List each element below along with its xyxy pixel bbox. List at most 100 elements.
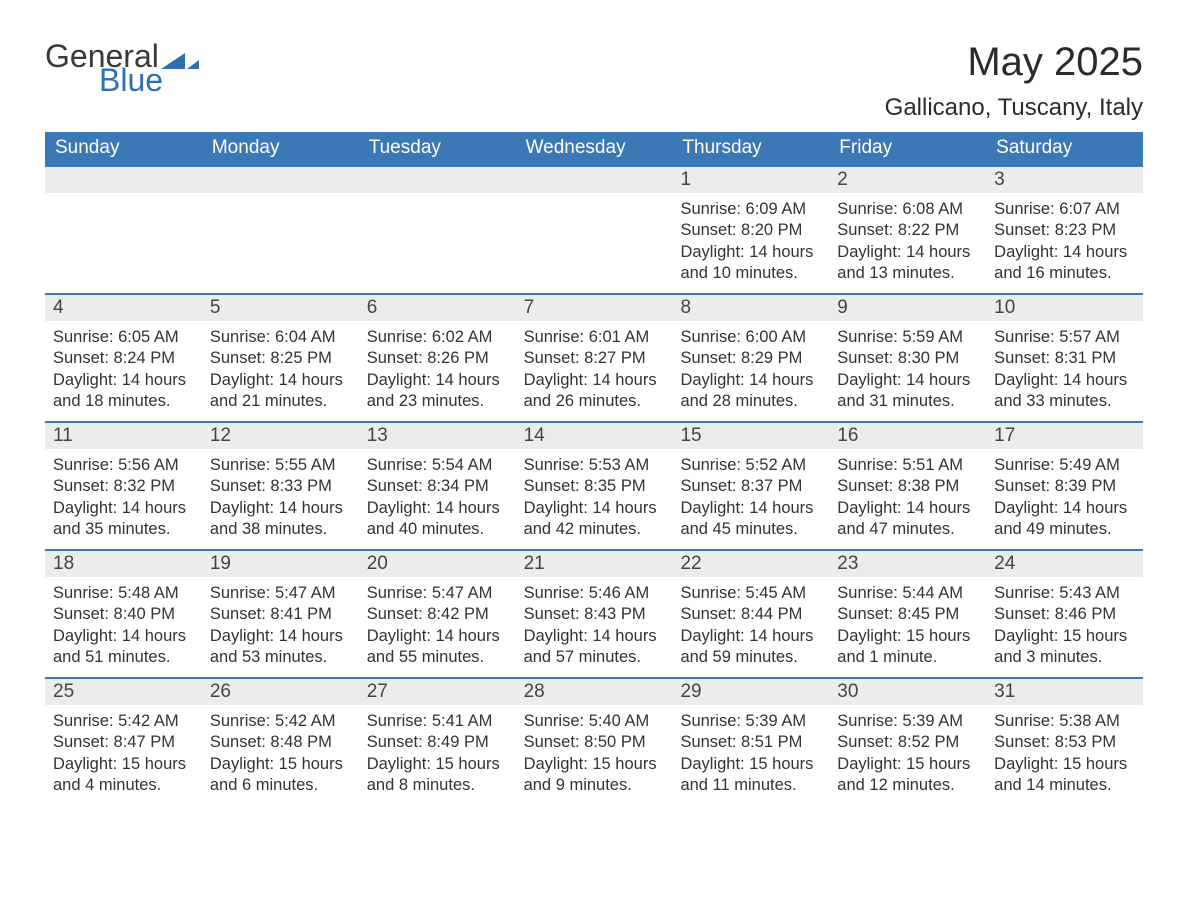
weeks-container: 1Sunrise: 6:09 AMSunset: 8:20 PMDaylight… xyxy=(45,165,1143,805)
month-title: May 2025 xyxy=(885,40,1143,84)
daylight-text: Daylight: 14 hours and 33 minutes. xyxy=(994,370,1135,413)
sunrise-text: Sunrise: 6:04 AM xyxy=(210,327,351,348)
weekday-header-row: SundayMondayTuesdayWednesdayThursdayFrid… xyxy=(45,132,1143,165)
daylight-text: Daylight: 14 hours and 10 minutes. xyxy=(680,242,821,285)
day-cell: 29Sunrise: 5:39 AMSunset: 8:51 PMDayligh… xyxy=(672,679,829,805)
day-cell: 27Sunrise: 5:41 AMSunset: 8:49 PMDayligh… xyxy=(359,679,516,805)
day-number: 7 xyxy=(516,295,673,321)
empty-day-bar xyxy=(202,167,359,193)
day-number: 20 xyxy=(359,551,516,577)
weekday-header: Monday xyxy=(202,132,359,165)
day-body: Sunrise: 5:47 AMSunset: 8:41 PMDaylight:… xyxy=(202,577,359,673)
title-block: May 2025 Gallicano, Tuscany, Italy xyxy=(885,40,1143,122)
day-cell: 5Sunrise: 6:04 AMSunset: 8:25 PMDaylight… xyxy=(202,295,359,421)
brand-logo: General Blue xyxy=(45,40,199,96)
sunset-text: Sunset: 8:33 PM xyxy=(210,476,351,497)
sunrise-text: Sunrise: 5:55 AM xyxy=(210,455,351,476)
day-body: Sunrise: 6:09 AMSunset: 8:20 PMDaylight:… xyxy=(672,193,829,289)
week-row: 11Sunrise: 5:56 AMSunset: 8:32 PMDayligh… xyxy=(45,421,1143,549)
sunrise-text: Sunrise: 6:02 AM xyxy=(367,327,508,348)
sunset-text: Sunset: 8:39 PM xyxy=(994,476,1135,497)
day-body: Sunrise: 5:42 AMSunset: 8:47 PMDaylight:… xyxy=(45,705,202,801)
sunset-text: Sunset: 8:23 PM xyxy=(994,220,1135,241)
week-row: 4Sunrise: 6:05 AMSunset: 8:24 PMDaylight… xyxy=(45,293,1143,421)
day-cell: 16Sunrise: 5:51 AMSunset: 8:38 PMDayligh… xyxy=(829,423,986,549)
sunset-text: Sunset: 8:41 PM xyxy=(210,604,351,625)
day-body: Sunrise: 5:54 AMSunset: 8:34 PMDaylight:… xyxy=(359,449,516,545)
sunrise-text: Sunrise: 5:41 AM xyxy=(367,711,508,732)
day-cell xyxy=(45,167,202,293)
day-body: Sunrise: 5:51 AMSunset: 8:38 PMDaylight:… xyxy=(829,449,986,545)
sunrise-text: Sunrise: 6:05 AM xyxy=(53,327,194,348)
daylight-text: Daylight: 14 hours and 49 minutes. xyxy=(994,498,1135,541)
daylight-text: Daylight: 14 hours and 45 minutes. xyxy=(680,498,821,541)
day-body: Sunrise: 5:59 AMSunset: 8:30 PMDaylight:… xyxy=(829,321,986,417)
daylight-text: Daylight: 15 hours and 4 minutes. xyxy=(53,754,194,797)
sunrise-text: Sunrise: 5:39 AM xyxy=(680,711,821,732)
sunset-text: Sunset: 8:53 PM xyxy=(994,732,1135,753)
sunrise-text: Sunrise: 6:07 AM xyxy=(994,199,1135,220)
location-label: Gallicano, Tuscany, Italy xyxy=(885,94,1143,122)
day-number: 15 xyxy=(672,423,829,449)
day-body: Sunrise: 6:02 AMSunset: 8:26 PMDaylight:… xyxy=(359,321,516,417)
calendar-grid: SundayMondayTuesdayWednesdayThursdayFrid… xyxy=(45,132,1143,805)
day-number: 5 xyxy=(202,295,359,321)
day-body: Sunrise: 5:45 AMSunset: 8:44 PMDaylight:… xyxy=(672,577,829,673)
weekday-header: Saturday xyxy=(986,132,1143,165)
daylight-text: Daylight: 15 hours and 14 minutes. xyxy=(994,754,1135,797)
day-cell: 23Sunrise: 5:44 AMSunset: 8:45 PMDayligh… xyxy=(829,551,986,677)
sunset-text: Sunset: 8:45 PM xyxy=(837,604,978,625)
daylight-text: Daylight: 15 hours and 1 minute. xyxy=(837,626,978,669)
day-number: 24 xyxy=(986,551,1143,577)
day-cell: 6Sunrise: 6:02 AMSunset: 8:26 PMDaylight… xyxy=(359,295,516,421)
day-body: Sunrise: 5:47 AMSunset: 8:42 PMDaylight:… xyxy=(359,577,516,673)
day-number: 28 xyxy=(516,679,673,705)
sunset-text: Sunset: 8:49 PM xyxy=(367,732,508,753)
sunrise-text: Sunrise: 5:46 AM xyxy=(524,583,665,604)
daylight-text: Daylight: 14 hours and 18 minutes. xyxy=(53,370,194,413)
sunrise-text: Sunrise: 5:51 AM xyxy=(837,455,978,476)
day-cell: 14Sunrise: 5:53 AMSunset: 8:35 PMDayligh… xyxy=(516,423,673,549)
daylight-text: Daylight: 14 hours and 35 minutes. xyxy=(53,498,194,541)
sunset-text: Sunset: 8:51 PM xyxy=(680,732,821,753)
sunrise-text: Sunrise: 5:39 AM xyxy=(837,711,978,732)
day-number: 8 xyxy=(672,295,829,321)
sunset-text: Sunset: 8:26 PM xyxy=(367,348,508,369)
day-body: Sunrise: 5:38 AMSunset: 8:53 PMDaylight:… xyxy=(986,705,1143,801)
sunset-text: Sunset: 8:30 PM xyxy=(837,348,978,369)
sunrise-text: Sunrise: 6:09 AM xyxy=(680,199,821,220)
day-cell: 30Sunrise: 5:39 AMSunset: 8:52 PMDayligh… xyxy=(829,679,986,805)
sunrise-text: Sunrise: 5:54 AM xyxy=(367,455,508,476)
day-cell: 26Sunrise: 5:42 AMSunset: 8:48 PMDayligh… xyxy=(202,679,359,805)
daylight-text: Daylight: 14 hours and 57 minutes. xyxy=(524,626,665,669)
day-number: 1 xyxy=(672,167,829,193)
sunset-text: Sunset: 8:35 PM xyxy=(524,476,665,497)
day-body: Sunrise: 5:41 AMSunset: 8:49 PMDaylight:… xyxy=(359,705,516,801)
daylight-text: Daylight: 14 hours and 42 minutes. xyxy=(524,498,665,541)
sunrise-text: Sunrise: 5:59 AM xyxy=(837,327,978,348)
week-row: 25Sunrise: 5:42 AMSunset: 8:47 PMDayligh… xyxy=(45,677,1143,805)
daylight-text: Daylight: 14 hours and 53 minutes. xyxy=(210,626,351,669)
sunset-text: Sunset: 8:48 PM xyxy=(210,732,351,753)
day-number: 16 xyxy=(829,423,986,449)
day-body: Sunrise: 5:49 AMSunset: 8:39 PMDaylight:… xyxy=(986,449,1143,545)
day-body: Sunrise: 6:05 AMSunset: 8:24 PMDaylight:… xyxy=(45,321,202,417)
daylight-text: Daylight: 14 hours and 16 minutes. xyxy=(994,242,1135,285)
sunset-text: Sunset: 8:22 PM xyxy=(837,220,978,241)
sunrise-text: Sunrise: 5:56 AM xyxy=(53,455,194,476)
sunset-text: Sunset: 8:25 PM xyxy=(210,348,351,369)
sunset-text: Sunset: 8:46 PM xyxy=(994,604,1135,625)
day-cell: 20Sunrise: 5:47 AMSunset: 8:42 PMDayligh… xyxy=(359,551,516,677)
sunrise-text: Sunrise: 5:45 AM xyxy=(680,583,821,604)
day-number: 17 xyxy=(986,423,1143,449)
day-cell: 31Sunrise: 5:38 AMSunset: 8:53 PMDayligh… xyxy=(986,679,1143,805)
daylight-text: Daylight: 15 hours and 8 minutes. xyxy=(367,754,508,797)
day-number: 26 xyxy=(202,679,359,705)
day-number: 12 xyxy=(202,423,359,449)
day-number: 27 xyxy=(359,679,516,705)
daylight-text: Daylight: 14 hours and 47 minutes. xyxy=(837,498,978,541)
day-cell xyxy=(359,167,516,293)
day-body: Sunrise: 5:43 AMSunset: 8:46 PMDaylight:… xyxy=(986,577,1143,673)
weekday-header: Thursday xyxy=(672,132,829,165)
day-body: Sunrise: 5:46 AMSunset: 8:43 PMDaylight:… xyxy=(516,577,673,673)
